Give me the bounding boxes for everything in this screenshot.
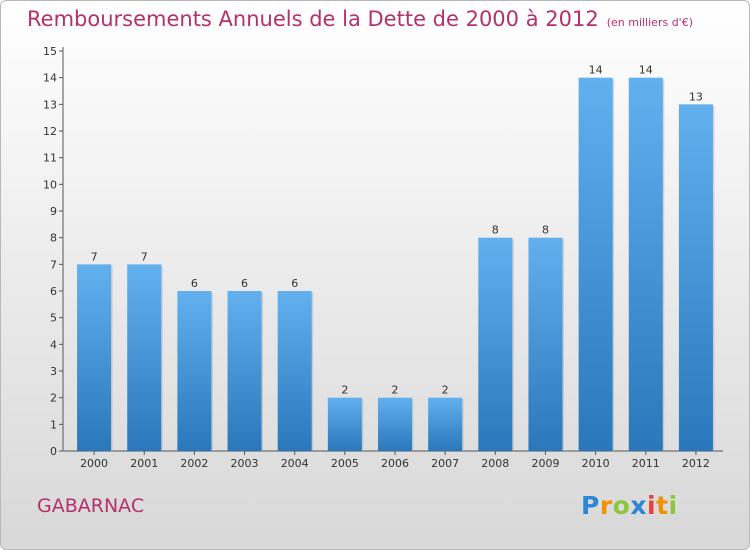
x-tick-label: 2000 (80, 457, 108, 470)
bar (528, 237, 563, 451)
y-tick-label: 3 (50, 365, 57, 378)
x-tick-label: 2006 (381, 457, 409, 470)
x-tick-label: 2007 (431, 457, 459, 470)
logo-letter: i (647, 491, 657, 520)
y-tick-label: 14 (43, 72, 57, 85)
y-tick-label: 0 (50, 445, 57, 458)
bar (678, 104, 713, 451)
bar (628, 77, 663, 452)
logo-letter: i (668, 491, 678, 520)
y-tick-label: 8 (50, 232, 57, 245)
y-tick-label: 12 (43, 125, 57, 138)
bar (378, 397, 412, 451)
bar (428, 397, 463, 451)
bar-value-label: 8 (492, 224, 499, 237)
bar-value-label: 7 (141, 250, 148, 263)
chart-subtitle: (en milliers d'€) (606, 16, 693, 29)
x-tick-label: 2011 (632, 457, 660, 470)
x-tick-label: 2004 (281, 457, 309, 470)
bar (77, 264, 112, 451)
y-tick-label: 4 (50, 338, 57, 351)
bar-value-label: 6 (291, 277, 298, 290)
bar (578, 77, 613, 452)
chart-title: Remboursements Annuels de la Dette de 20… (27, 7, 693, 31)
bar-value-label: 7 (91, 250, 98, 263)
y-tick-label: 13 (43, 98, 57, 111)
x-tick-label: 2009 (531, 457, 559, 470)
y-tick-label: 1 (50, 418, 57, 431)
x-tick-label: 2002 (180, 457, 208, 470)
bar-value-label: 13 (689, 90, 703, 103)
chart-title-main: Remboursements Annuels de la Dette de 20… (27, 7, 599, 31)
x-tick-label: 2005 (331, 457, 359, 470)
x-tick-label: 2003 (231, 457, 259, 470)
bar (327, 397, 362, 451)
logo-letter: o (612, 491, 631, 520)
y-tick-label: 2 (50, 392, 57, 405)
y-tick-label: 9 (50, 205, 57, 218)
logo-letter: t (656, 491, 669, 520)
x-tick-label: 2001 (130, 457, 158, 470)
bar-value-label: 6 (191, 277, 198, 290)
logo-letter: r (599, 491, 613, 520)
bar-value-label: 2 (442, 384, 449, 397)
logo-letter: P (581, 491, 600, 520)
bar (478, 237, 513, 451)
bar-value-label: 2 (392, 384, 399, 397)
bar (227, 291, 262, 451)
commune-name: GABARNAC (37, 495, 145, 517)
y-tick-label: 11 (43, 152, 57, 165)
bar (277, 291, 312, 451)
y-tick-label: 15 (43, 45, 57, 58)
bar (127, 264, 162, 451)
bar-value-label: 2 (341, 384, 348, 397)
bar-value-label: 8 (542, 224, 549, 237)
logo-letter: x (630, 491, 647, 520)
proxiti-logo: Proxiti (581, 491, 678, 520)
y-tick-label: 6 (50, 285, 57, 298)
x-tick-label: 2008 (481, 457, 509, 470)
y-tick-label: 5 (50, 312, 57, 325)
bar-value-label: 14 (639, 64, 653, 77)
x-tick-label: 2010 (582, 457, 610, 470)
y-tick-label: 10 (43, 178, 57, 191)
x-tick-label: 2012 (682, 457, 710, 470)
bar-value-label: 6 (241, 277, 248, 290)
bar (177, 291, 212, 451)
bar-value-label: 14 (589, 64, 603, 77)
y-tick-label: 7 (50, 258, 57, 271)
